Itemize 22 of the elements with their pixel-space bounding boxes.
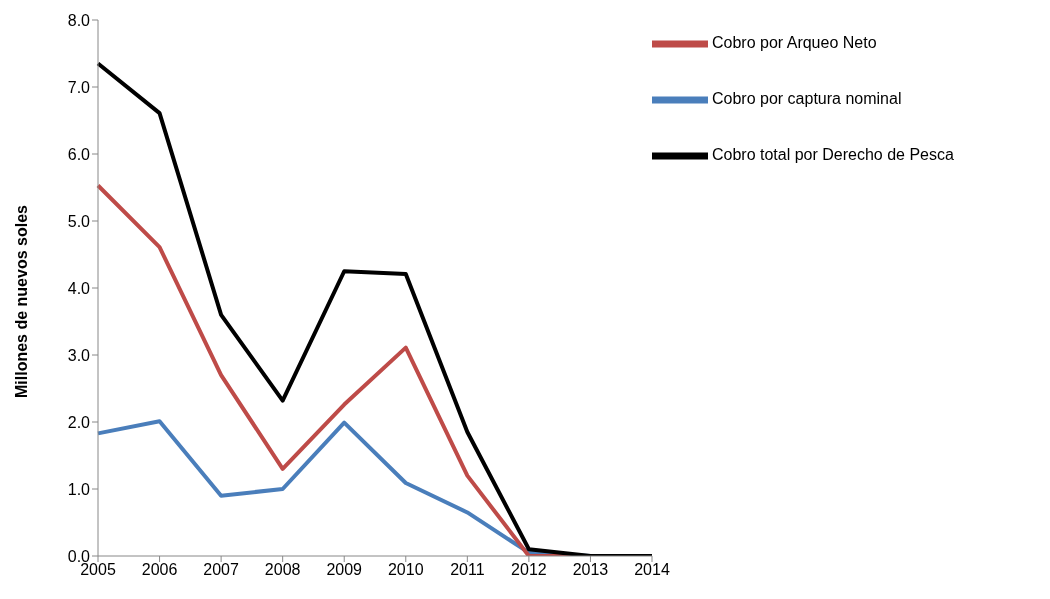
y-tick-label: 4.0	[67, 279, 91, 297]
y-tick-label: 7.0	[67, 78, 91, 96]
x-tick-label: 2011	[450, 561, 485, 579]
legend-label: Cobro total por Derecho de Pesca	[712, 146, 954, 164]
y-axis-title: Millones de nuevos soles	[12, 204, 30, 398]
x-tick-label: 2008	[264, 561, 301, 579]
y-tick-label: 2.0	[67, 413, 91, 431]
y-tick-label: 6.0	[67, 145, 91, 163]
y-tick-label: 5.0	[67, 212, 91, 230]
y-tick-label: 3.0	[67, 346, 91, 364]
legend-label: Cobro por captura nominal	[712, 90, 902, 108]
x-tick-label: 2006	[141, 561, 178, 579]
y-tick-label: 8.0	[67, 11, 91, 29]
x-tick-label: 2009	[326, 561, 363, 579]
x-tick-label: 2014	[634, 561, 670, 579]
x-tick-label: 2007	[203, 561, 240, 579]
x-tick-label: 2010	[387, 561, 424, 579]
x-tick-label: 2005	[80, 561, 116, 579]
x-tick-label: 2013	[572, 561, 609, 579]
y-tick-label: 1.0	[67, 480, 91, 498]
legend-label: Cobro por Arqueo Neto	[712, 34, 877, 52]
x-tick-label: 2012	[511, 561, 547, 579]
